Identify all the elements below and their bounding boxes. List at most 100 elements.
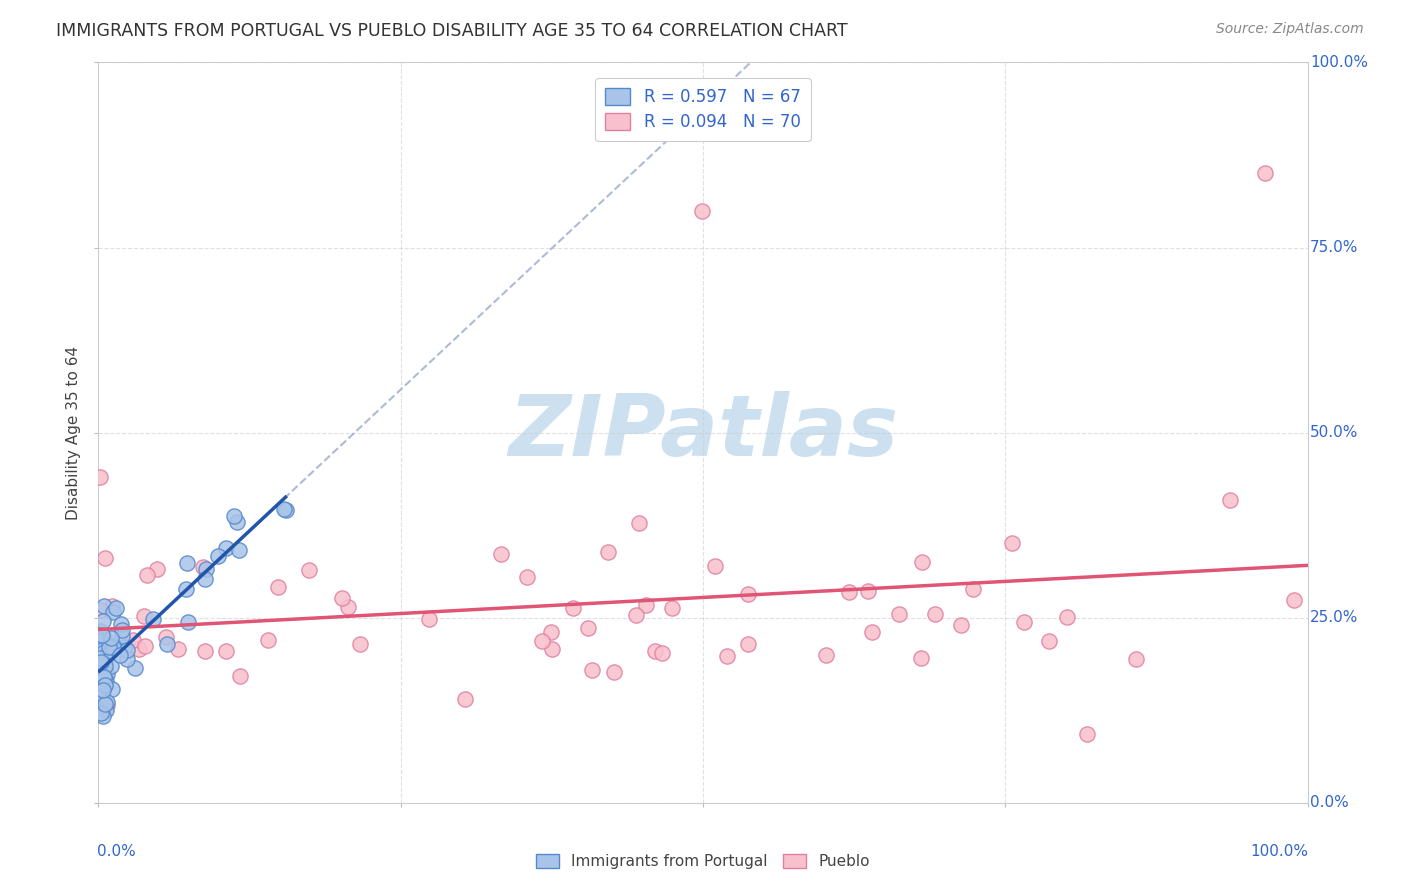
Point	[491, 547, 513, 561]
Point	[94, 678, 117, 692]
Point	[838, 584, 860, 599]
Point	[93, 599, 115, 613]
Point	[91, 669, 114, 683]
Point	[644, 644, 666, 658]
Point	[1038, 633, 1060, 648]
Point	[225, 515, 247, 529]
Point	[214, 541, 236, 555]
Point	[89, 670, 111, 684]
Point	[531, 633, 554, 648]
Point	[94, 678, 117, 692]
Point	[93, 671, 115, 685]
Point	[98, 642, 121, 657]
Point	[90, 628, 112, 642]
Point	[89, 624, 111, 639]
Point	[889, 607, 911, 622]
Point	[101, 682, 124, 697]
Point	[651, 646, 673, 660]
Point	[581, 663, 603, 677]
Point	[911, 555, 934, 569]
Point	[94, 551, 117, 566]
Point	[224, 509, 246, 524]
Point	[96, 666, 118, 681]
Text: 100.0%: 100.0%	[1251, 844, 1309, 858]
Point	[256, 632, 278, 647]
Point	[90, 675, 112, 690]
Point	[91, 642, 114, 657]
Point	[692, 203, 714, 218]
Point	[1282, 592, 1305, 607]
Point	[860, 624, 883, 639]
Point	[194, 562, 217, 576]
Point	[100, 644, 122, 658]
Point	[100, 632, 122, 646]
Point	[176, 556, 198, 570]
Point	[100, 658, 122, 673]
Point	[93, 670, 115, 684]
Point	[454, 692, 477, 706]
Point	[194, 644, 217, 658]
Point	[716, 648, 738, 663]
Point	[105, 601, 128, 615]
Point	[94, 674, 117, 689]
Text: IMMIGRANTS FROM PORTUGAL VS PUEBLO DISABILITY AGE 35 TO 64 CORRELATION CHART: IMMIGRANTS FROM PORTUGAL VS PUEBLO DISAB…	[56, 22, 848, 40]
Point	[117, 643, 139, 657]
Point	[93, 663, 115, 677]
Point	[177, 615, 200, 629]
Point	[1219, 493, 1241, 508]
Point	[737, 637, 759, 651]
Point	[598, 544, 620, 558]
Point	[89, 690, 111, 705]
Text: 50.0%: 50.0%	[1310, 425, 1358, 440]
Point	[418, 612, 440, 626]
Point	[108, 648, 131, 662]
Point	[516, 569, 538, 583]
Point	[96, 698, 118, 712]
Legend: Immigrants from Portugal, Pueblo: Immigrants from Portugal, Pueblo	[530, 848, 876, 875]
Y-axis label: Disability Age 35 to 64: Disability Age 35 to 64	[66, 345, 82, 520]
Point	[626, 608, 648, 623]
Point	[121, 632, 143, 647]
Point	[94, 673, 117, 688]
Point	[330, 591, 353, 606]
Point	[96, 695, 118, 709]
Point	[89, 690, 111, 704]
Point	[349, 637, 371, 651]
Point	[627, 516, 650, 530]
Point	[661, 601, 683, 615]
Point	[94, 633, 117, 648]
Point	[603, 665, 626, 680]
Point	[962, 582, 984, 596]
Point	[90, 602, 112, 616]
Point	[576, 622, 599, 636]
Point	[124, 660, 146, 674]
Point	[229, 668, 252, 682]
Point	[155, 630, 177, 644]
Text: 0.0%: 0.0%	[97, 844, 136, 858]
Point	[634, 598, 657, 612]
Point	[93, 636, 115, 650]
Point	[100, 640, 122, 655]
Point	[924, 607, 946, 622]
Point	[298, 563, 321, 577]
Point	[89, 651, 111, 665]
Legend: R = 0.597   N = 67, R = 0.094   N = 70: R = 0.597 N = 67, R = 0.094 N = 70	[595, 78, 811, 141]
Point	[89, 634, 111, 648]
Point	[128, 641, 150, 656]
Point	[540, 624, 562, 639]
Point	[910, 651, 932, 665]
Point	[562, 601, 585, 615]
Point	[101, 599, 124, 614]
Point	[111, 629, 134, 643]
Point	[101, 605, 124, 619]
Point	[1012, 615, 1035, 630]
Point	[94, 651, 117, 665]
Text: 100.0%: 100.0%	[1310, 55, 1368, 70]
Point	[93, 658, 115, 673]
Point	[91, 630, 114, 644]
Point	[146, 562, 169, 576]
Point	[112, 640, 135, 655]
Point	[541, 641, 564, 656]
Point	[98, 638, 121, 652]
Point	[93, 630, 115, 644]
